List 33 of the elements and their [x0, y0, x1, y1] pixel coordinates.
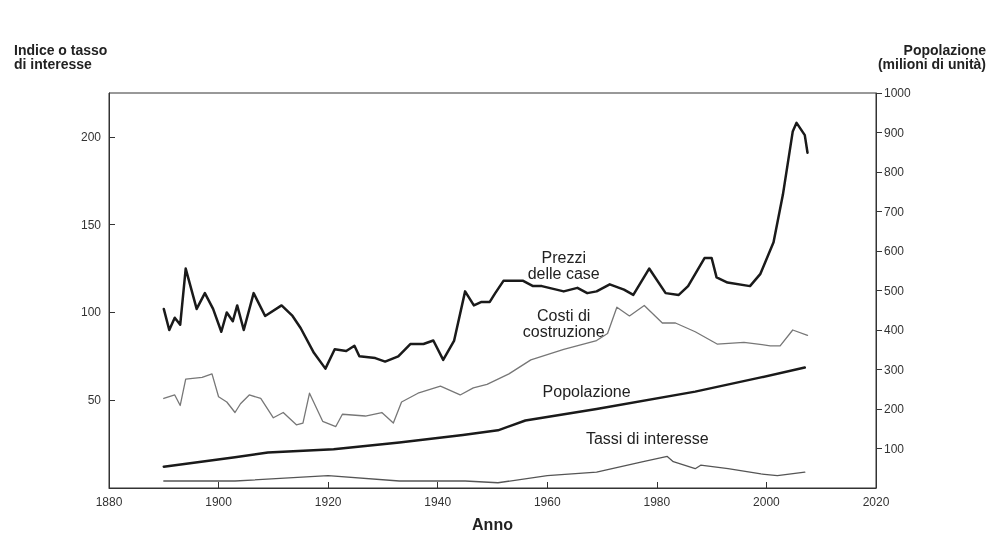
y2-tick-label: 1000	[884, 86, 912, 100]
y2-tick-label: 700	[884, 204, 905, 219]
x-tick-label: 1940	[424, 495, 452, 509]
y-tick-label: 100	[80, 305, 102, 320]
x-tick-label: 1960	[533, 495, 561, 509]
y-tick-label: 200	[80, 129, 102, 144]
x-tick-label: 1980	[643, 495, 671, 509]
x-tick-label: 2020	[862, 495, 890, 509]
y2-tick-label: 100	[884, 441, 905, 456]
y2-tick-label: 200	[884, 402, 905, 416]
series-label: Costi di costruzione	[522, 306, 605, 340]
line-series	[162, 121, 809, 370]
y2-tick-label: 500	[884, 283, 905, 298]
y-axis-title: Indice o tasso di interesse	[14, 42, 108, 72]
x-tick-label: 1920	[314, 495, 342, 509]
x-axis-title: Anno	[472, 515, 514, 533]
x-tick-label: 2000	[753, 495, 781, 509]
y2-tick-label: 300	[884, 362, 905, 377]
y2-tick-label: 600	[884, 244, 905, 258]
y2-tick-label: 800	[884, 165, 905, 179]
series-label: Tassi di interesse	[585, 429, 709, 447]
series-label: Prezzi delle case	[527, 248, 600, 282]
y2-tick-label: 400	[884, 323, 905, 337]
line-series	[163, 304, 809, 428]
x-tick-label: 1880	[95, 495, 123, 509]
y-tick-label: 150	[80, 217, 102, 232]
y2-tick-label: 900	[884, 125, 905, 140]
y2-axis-title: Popolazione (milioni di unità)	[877, 42, 987, 72]
x-tick-label: 1900	[205, 495, 233, 509]
y-tick-label: 50	[87, 393, 102, 408]
line-series	[162, 366, 807, 468]
line-series	[163, 455, 806, 484]
series-label: Popolazione	[542, 382, 631, 400]
